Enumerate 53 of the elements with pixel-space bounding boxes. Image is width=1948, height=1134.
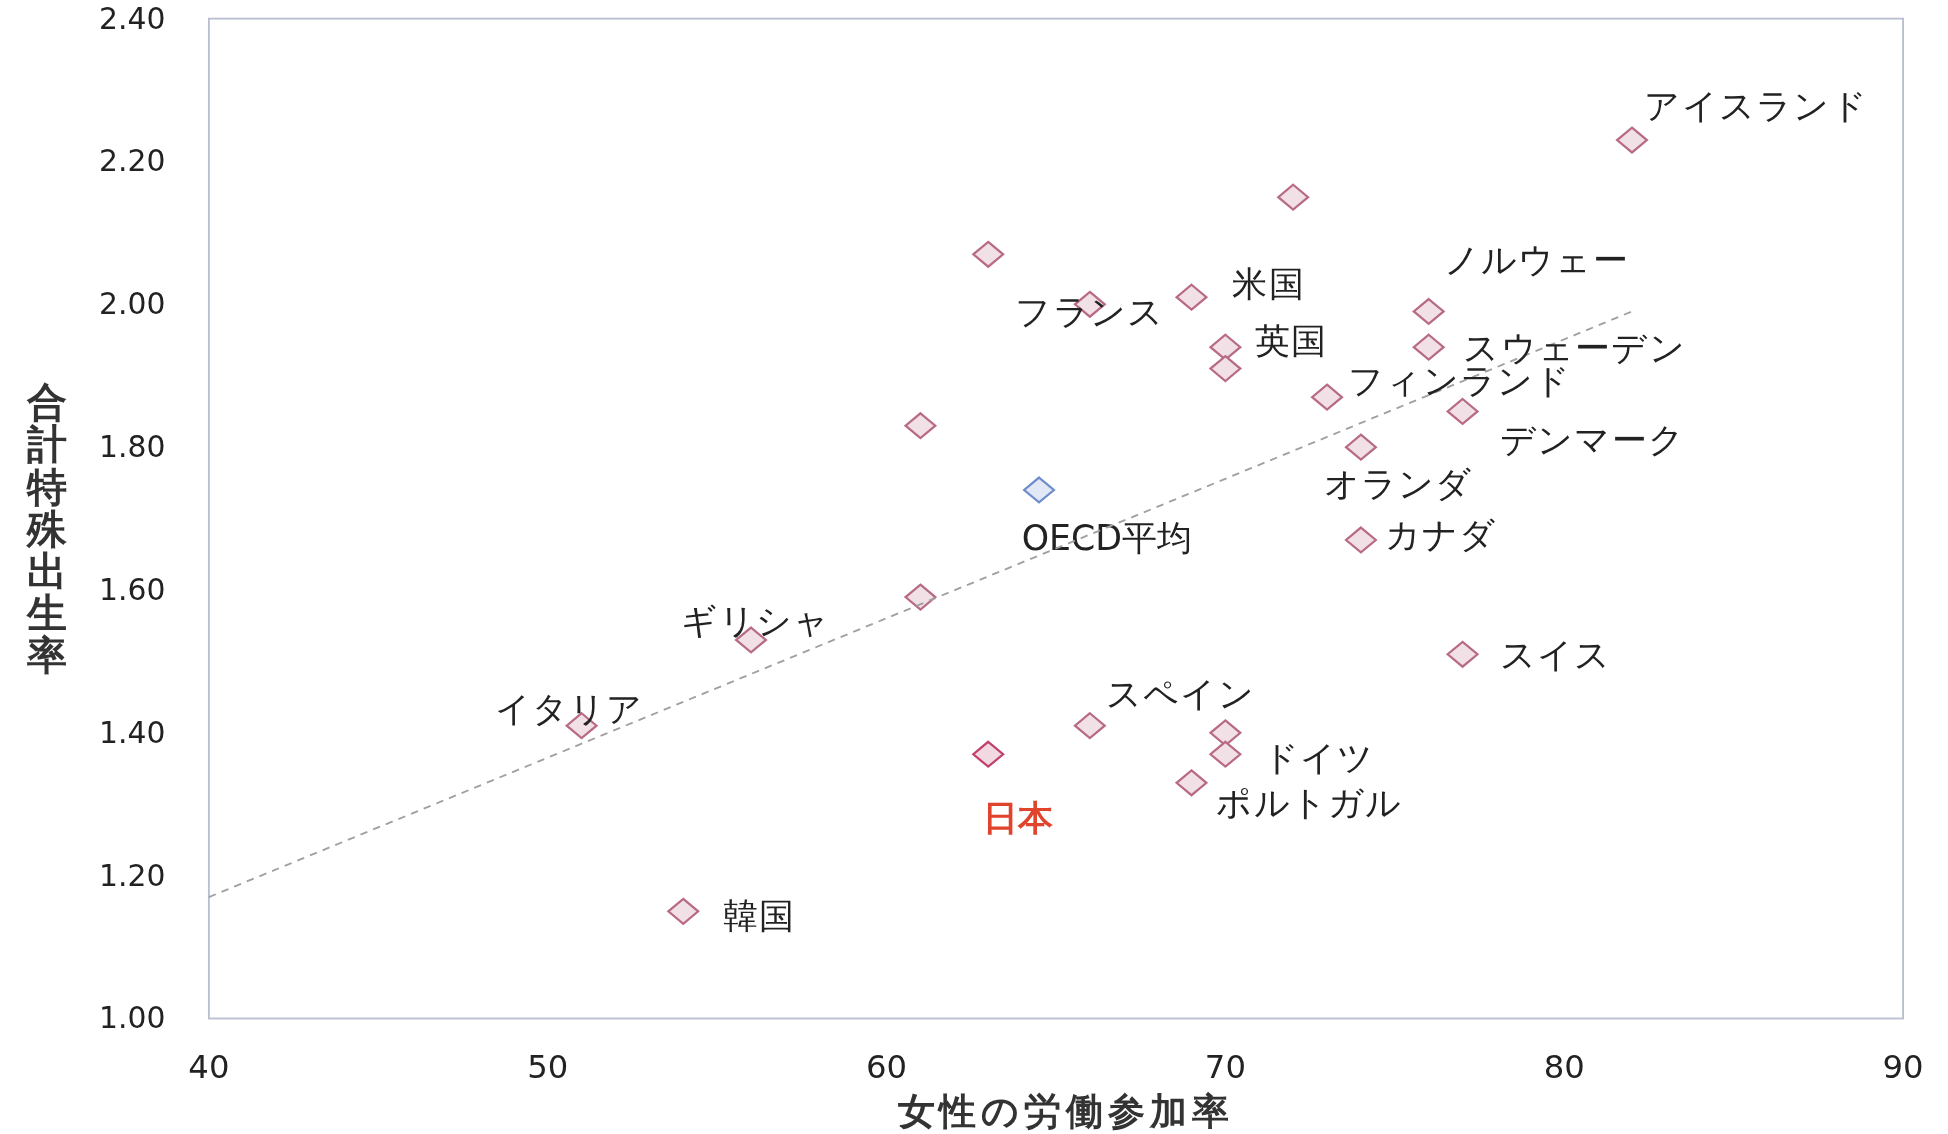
annotation: ノルウェー xyxy=(1443,239,1629,280)
point xyxy=(1446,640,1479,668)
point xyxy=(1344,526,1377,554)
annotation: ドイツ xyxy=(1262,738,1375,779)
annotation: 英国 xyxy=(1255,321,1328,362)
series-label: 日本 xyxy=(983,798,1054,839)
x-tick-label: 40 xyxy=(188,1048,230,1087)
point xyxy=(1412,297,1445,325)
y-tick-label: 1.00 xyxy=(99,1000,166,1036)
point xyxy=(1412,333,1445,361)
point xyxy=(1175,769,1208,797)
annotation: カナダ xyxy=(1384,515,1497,556)
y-tick-label: 2.40 xyxy=(99,0,166,36)
point xyxy=(1209,740,1242,768)
point xyxy=(972,240,1005,268)
annotation: スペイン xyxy=(1106,673,1255,714)
x-tick-label: 70 xyxy=(1204,1048,1246,1087)
point xyxy=(972,740,1005,768)
point xyxy=(1073,712,1106,740)
point xyxy=(667,897,700,925)
annotation: デンマーク xyxy=(1499,420,1686,461)
point xyxy=(1311,383,1344,411)
point xyxy=(1023,476,1056,504)
point xyxy=(1446,397,1479,425)
point xyxy=(1344,433,1377,461)
x-axis-title: 女性の労働参加率 xyxy=(897,1089,1235,1134)
series-label: OECD平均 xyxy=(1021,517,1193,558)
y-tick-label: 1.80 xyxy=(99,429,166,465)
point xyxy=(1615,126,1649,154)
annotation: 米国 xyxy=(1232,263,1305,304)
x-tick-label: 80 xyxy=(1543,1048,1585,1087)
x-tick-label: 90 xyxy=(1882,1048,1924,1087)
point xyxy=(904,412,937,440)
annotation: スイス xyxy=(1499,634,1612,675)
annotation: フランス xyxy=(1015,292,1165,333)
annotation: オランダ xyxy=(1323,463,1473,504)
point xyxy=(1209,333,1242,361)
x-tick-label: 50 xyxy=(527,1048,569,1087)
y-tick-label: 1.60 xyxy=(99,571,166,607)
y-axis-title: 合計特殊出生率 xyxy=(25,379,69,679)
annotation: アイスランド xyxy=(1644,85,1868,126)
y-tick-label: 1.40 xyxy=(99,714,166,750)
x-tick-label: 60 xyxy=(866,1048,908,1087)
annotation: 韓国 xyxy=(723,895,796,936)
y-tick-label: 1.20 xyxy=(99,857,166,893)
point xyxy=(1209,355,1242,383)
point xyxy=(1175,283,1208,311)
point xyxy=(904,583,937,611)
y-tick-label: 2.20 xyxy=(99,143,166,179)
annotation: ギリシャ xyxy=(681,600,831,641)
point xyxy=(1277,183,1310,211)
y-tick-label: 2.00 xyxy=(99,286,166,322)
annotation: ポルトガル xyxy=(1216,783,1403,824)
